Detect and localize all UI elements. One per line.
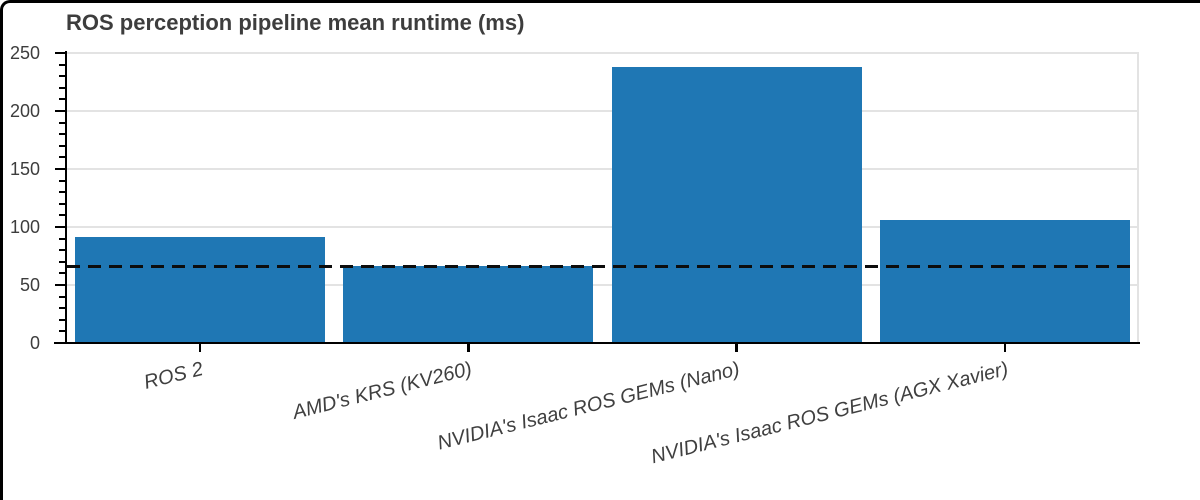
y-minor-tick xyxy=(59,307,66,310)
y-tick-label: 100 xyxy=(9,217,40,237)
x-tick-label: AMD's KRS (KV260) xyxy=(289,358,474,424)
y-major-tick xyxy=(55,283,66,287)
y-minor-tick xyxy=(59,121,66,124)
reference-line xyxy=(67,264,1134,268)
right-spine xyxy=(1137,53,1139,343)
y-axis-spine xyxy=(64,51,67,344)
gridline xyxy=(66,226,1139,228)
y-minor-tick xyxy=(59,237,66,240)
y-tick-label: 50 xyxy=(19,275,40,295)
gridline xyxy=(66,110,1139,112)
y-minor-tick xyxy=(59,156,66,159)
gridline xyxy=(66,52,1139,54)
y-minor-tick xyxy=(59,202,66,205)
y-minor-tick xyxy=(59,179,66,182)
y-minor-tick xyxy=(59,191,66,194)
y-major-tick xyxy=(55,109,66,113)
x-tick-label: ROS 2 xyxy=(141,358,206,394)
x-tick xyxy=(198,344,202,352)
bar-ros-2 xyxy=(75,237,326,343)
y-minor-tick xyxy=(59,63,66,66)
y-minor-tick xyxy=(59,214,66,217)
y-major-tick xyxy=(55,341,66,345)
gridline xyxy=(66,284,1139,286)
x-tick xyxy=(735,344,738,352)
y-minor-tick xyxy=(59,249,66,252)
y-minor-tick xyxy=(59,86,66,89)
bar-nvidia-s-isaac-ros-gems-nano xyxy=(611,66,862,343)
y-minor-tick xyxy=(59,272,66,275)
y-tick-label: 0 xyxy=(29,333,40,353)
chart-title: ROS perception pipeline mean runtime (ms… xyxy=(66,10,525,35)
y-major-tick xyxy=(55,51,66,55)
x-tick xyxy=(467,344,470,352)
y-minor-tick xyxy=(59,75,66,78)
y-minor-tick xyxy=(59,98,66,101)
bar-nvidia-s-isaac-ros-gems-agx-xavier xyxy=(879,220,1130,343)
bar-amd-s-krs-kv260 xyxy=(343,266,594,343)
plot-area xyxy=(66,52,1139,343)
y-minor-tick xyxy=(59,318,66,321)
y-tick-label: 250 xyxy=(9,43,40,63)
y-minor-tick xyxy=(59,295,66,298)
y-minor-tick xyxy=(59,330,66,333)
y-major-tick xyxy=(55,167,66,171)
x-tick xyxy=(1003,344,1007,352)
y-minor-tick xyxy=(59,260,66,263)
y-minor-tick xyxy=(59,133,66,136)
y-tick-label: 150 xyxy=(9,159,40,179)
y-minor-tick xyxy=(59,144,66,147)
gridline xyxy=(66,168,1139,170)
y-tick-label: 200 xyxy=(9,101,40,121)
y-major-tick xyxy=(55,225,66,229)
x-axis-spine xyxy=(54,341,1140,344)
